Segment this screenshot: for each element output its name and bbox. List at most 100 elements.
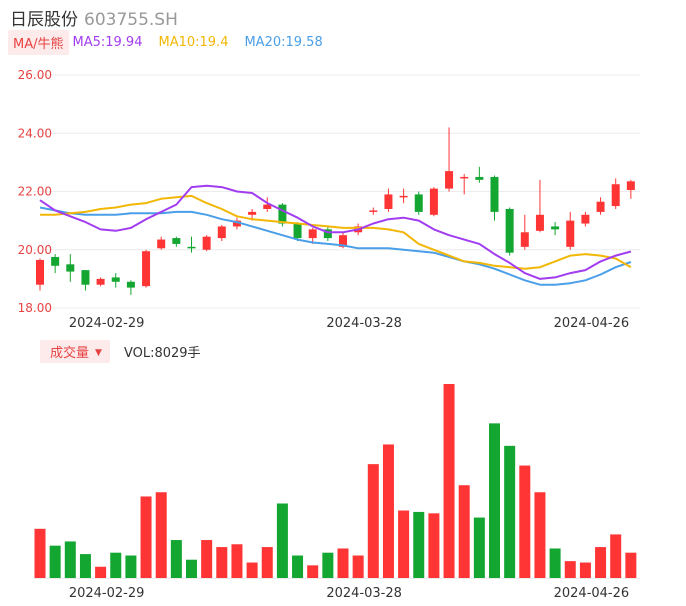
candle-body (323, 229, 332, 239)
candle-body (566, 220, 575, 247)
ma5-line (39, 184, 632, 280)
candle-body (111, 277, 120, 282)
volume-bar (367, 464, 379, 578)
candle-body (369, 210, 378, 212)
chevron-down-icon: ▼ (95, 347, 102, 358)
candle-body (445, 171, 454, 189)
volume-bar (79, 554, 91, 578)
price-date-label: 2024-03-28 (326, 316, 402, 331)
volume-bar (140, 496, 152, 578)
candle-body (339, 235, 347, 247)
volume-bar (428, 513, 440, 578)
volume-bar (443, 384, 455, 578)
candle-body (414, 194, 423, 212)
candle-body (232, 220, 241, 227)
candle-body (96, 278, 105, 285)
volume-bar (231, 544, 243, 578)
volume-indicator-dropdown[interactable]: 成交量 ▼ (40, 339, 110, 363)
volume-value: VOL:8029手 (123, 345, 201, 361)
ma20-line (39, 206, 632, 286)
volume-bar (579, 562, 591, 578)
price-tick-label: 22.00 (18, 185, 52, 199)
ma-legend: MA/牛熊 MA5:19.94 MA10:19.4 MA20:19.58 (8, 29, 339, 55)
candle-body (142, 251, 151, 287)
volume-bar (352, 555, 364, 578)
candle-body (429, 188, 438, 215)
volume-bar (64, 541, 76, 578)
volume-bar (504, 445, 516, 578)
volume-bar (95, 566, 107, 578)
candle-body (460, 176, 469, 179)
volume-bar (322, 552, 334, 578)
candle-body (626, 181, 635, 191)
volume-bar (413, 511, 425, 578)
candle-body (293, 223, 302, 239)
stock-title: 日辰股份 603755.SH (10, 5, 178, 30)
volume-bar (292, 555, 304, 578)
volume-legend: 成交量 ▼ VOL:8029手 (40, 339, 201, 363)
candle-body (81, 270, 90, 285)
volume-bar (473, 517, 485, 578)
volume-bar (170, 540, 182, 578)
candle-body (66, 264, 75, 272)
ma-indicator-tag[interactable]: MA/牛熊 (8, 29, 69, 55)
volume-bar (261, 547, 273, 578)
candle-body (611, 184, 620, 207)
price-tick-label: 24.00 (18, 126, 52, 140)
volume-date-label: 2024-02-29 (69, 586, 145, 601)
volume-bar (125, 555, 137, 578)
volume-bar (49, 545, 61, 578)
candle-body (202, 236, 211, 250)
price-tick-label: 18.00 (18, 301, 52, 315)
candle-body (172, 238, 181, 244)
volume-bar (549, 548, 561, 578)
candle-body (475, 176, 484, 180)
volume-bar (201, 540, 213, 578)
ma10-line (40, 194, 632, 270)
candle-body (263, 204, 272, 209)
candle-body (157, 239, 166, 249)
candle-body (126, 281, 135, 288)
candle-body (384, 194, 393, 209)
volume-bar (307, 565, 319, 578)
volume-bar (155, 492, 167, 578)
volume-date-label: 2024-03-28 (326, 586, 402, 601)
price-date-label: 2024-04-26 (554, 316, 630, 331)
candle-body (217, 226, 226, 239)
price-tick-label: 26.00 (18, 68, 52, 82)
volume-bar (276, 503, 288, 578)
candle-body (490, 176, 499, 212)
volume-bar (216, 547, 228, 578)
volume-bar (110, 552, 122, 578)
volume-indicator-label: 成交量 (50, 345, 90, 361)
volume-date-label: 2024-04-26 (554, 586, 630, 601)
candle-body (36, 259, 44, 285)
candle-body (187, 246, 196, 249)
candle-body (551, 226, 560, 230)
ma5-legend: MA5:19.94 (72, 34, 143, 50)
volume-bar (534, 492, 546, 578)
volume-bar (595, 547, 607, 578)
volume-bar (625, 552, 637, 578)
volume-bar (34, 528, 46, 578)
candle-body (596, 201, 605, 212)
candle-body (248, 211, 257, 215)
volume-bar (489, 423, 500, 578)
candle-body (399, 195, 408, 198)
price-date-label: 2024-02-29 (69, 316, 145, 331)
price-tick-label: 20.00 (18, 243, 52, 257)
ma10-legend: MA10:19.4 (158, 34, 229, 50)
candle-body (535, 214, 544, 231)
volume-bar (337, 548, 349, 578)
volume-bar (610, 534, 622, 578)
volume-bar (186, 559, 197, 578)
ma20-legend: MA20:19.58 (244, 34, 323, 50)
candle-body (505, 208, 514, 253)
volume-bar (564, 561, 576, 578)
stock-name: 日辰股份 (10, 10, 78, 30)
candle-body (581, 214, 590, 224)
volume-bar (458, 485, 470, 578)
volume-bar (398, 510, 410, 578)
volume-bar (246, 562, 258, 578)
